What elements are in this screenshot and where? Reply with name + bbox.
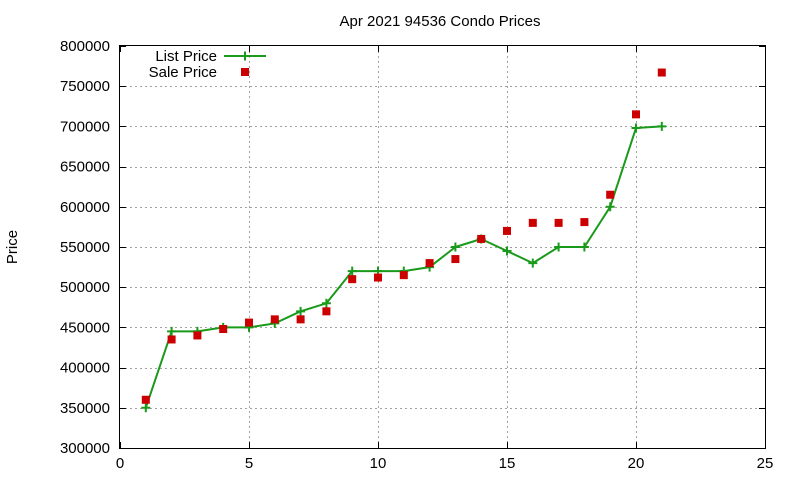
list-price-point [528, 258, 538, 268]
legend-label: List Price [155, 48, 217, 65]
list-price-point [347, 266, 357, 276]
legend-label: Sale Price [149, 64, 217, 81]
sale-price-point [322, 307, 331, 316]
sale-price-point [657, 68, 666, 77]
list-price-point [631, 123, 641, 133]
y-tick-label: 550000 [60, 239, 110, 256]
x-tick-label: 15 [499, 455, 516, 472]
sale-price-point [580, 218, 589, 227]
list-price-point [657, 121, 667, 131]
x-tick-label: 0 [116, 455, 124, 472]
y-tick-label: 300000 [60, 440, 110, 457]
y-tick-label: 600000 [60, 199, 110, 216]
grid [120, 46, 765, 448]
series [141, 68, 667, 413]
list-price-point [502, 246, 512, 256]
list-price-point [450, 242, 460, 252]
sale-price-point [477, 234, 486, 243]
sale-price-point [193, 331, 202, 340]
x-tick-label: 20 [628, 455, 645, 472]
list-price-point [321, 298, 331, 308]
sale-price-point [632, 110, 640, 119]
x-tick-label: 10 [370, 455, 387, 472]
y-tick-label: 500000 [60, 279, 110, 296]
sale-price-point [554, 218, 563, 227]
sale-price-point [348, 275, 357, 284]
sale-price-point [219, 325, 228, 334]
legend-marker [240, 51, 250, 61]
list-price-point [167, 326, 177, 336]
axis-ticks: 0 5 10 15 20 25 300000 350000 400000 450000 500000… [60, 38, 773, 472]
sale-price-point [167, 335, 176, 344]
list-price-point [605, 202, 615, 212]
list-price-point [296, 306, 306, 316]
sale-price-point [425, 259, 434, 268]
sale-price-point [296, 315, 305, 324]
y-tick-label: 350000 [60, 400, 110, 417]
sale-price-point [451, 255, 460, 264]
y-tick-label: 700000 [60, 118, 110, 135]
y-tick-label: 450000 [60, 319, 110, 336]
y-tick-label: 750000 [60, 78, 110, 95]
y-tick-label: 800000 [60, 38, 110, 55]
sale-price-point [503, 226, 511, 235]
list-price-point [141, 403, 151, 413]
sale-price-point [245, 318, 253, 327]
y-tick-label: 650000 [60, 159, 110, 176]
y-axis-label: Price [4, 230, 21, 264]
sale-price-point [399, 271, 408, 280]
list-price-point [554, 242, 564, 252]
legend-marker [241, 68, 249, 76]
chart-title: Apr 2021 94536 Condo Prices [340, 13, 541, 30]
sale-price-point [528, 218, 537, 227]
sale-price-point [141, 395, 150, 404]
x-tick-label: 25 [757, 455, 774, 472]
y-tick-label: 400000 [60, 360, 110, 377]
sale-price-point [606, 190, 615, 199]
sale-price-point [270, 315, 279, 324]
list-price-point [579, 242, 589, 252]
sale-price-point [374, 273, 382, 282]
plot-border [119, 45, 766, 449]
series-1 [141, 68, 666, 404]
x-tick-label: 5 [245, 455, 253, 472]
